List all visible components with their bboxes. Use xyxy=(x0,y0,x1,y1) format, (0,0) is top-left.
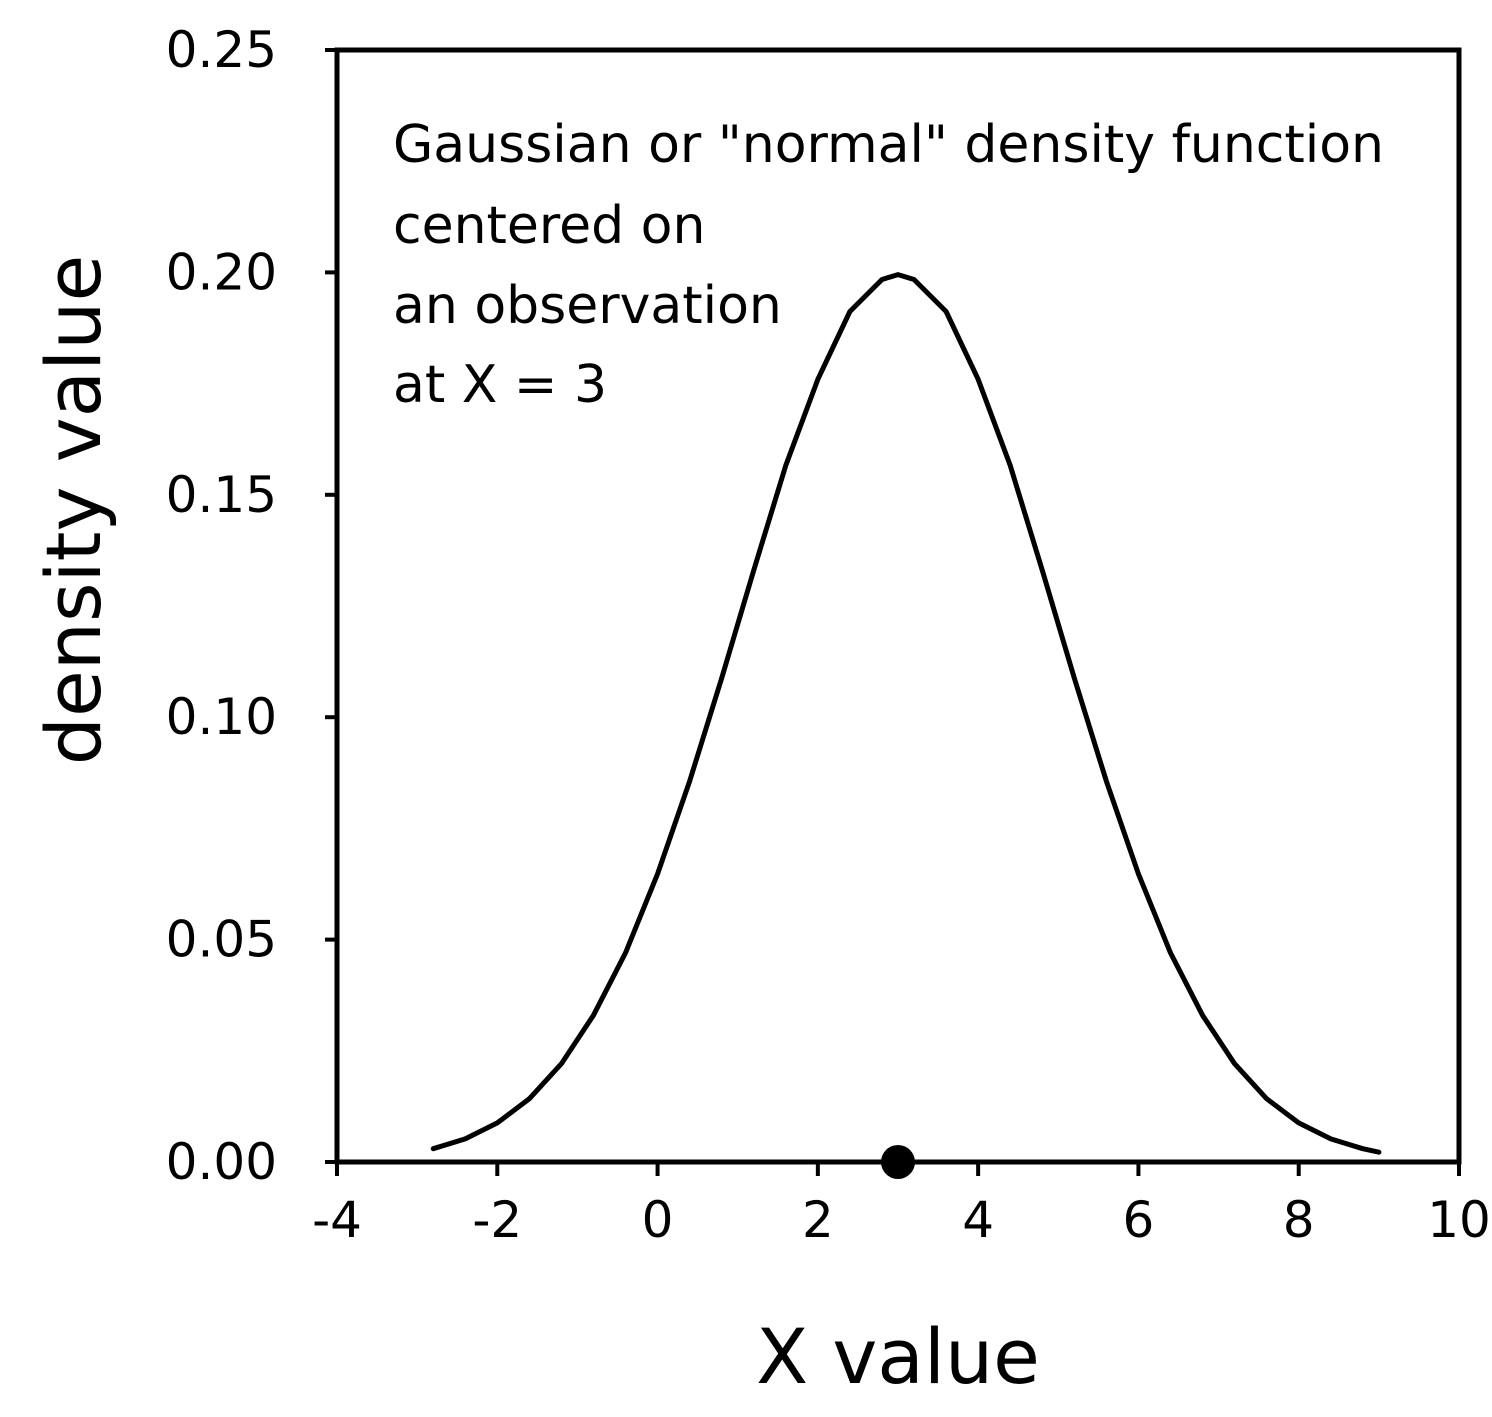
observation-point xyxy=(881,1145,915,1179)
x-axis-ticks: -4 -2 0 2 4 6 8 10 xyxy=(312,1162,1491,1249)
annotation-line-3: an observation xyxy=(393,276,782,336)
x-tick-label: 8 xyxy=(1283,1191,1315,1249)
x-tick-label: 0 xyxy=(642,1191,674,1249)
series-layer xyxy=(430,272,1382,1179)
x-tick-label: 4 xyxy=(962,1191,994,1249)
x-tick-label: -2 xyxy=(472,1191,522,1249)
annotation-line-4: at X = 3 xyxy=(393,355,607,415)
y-axis-label: density value xyxy=(29,255,118,765)
y-tick-label: 0.05 xyxy=(166,911,277,969)
y-axis-ticks: 0.00 0.05 0.10 0.15 0.20 0.25 xyxy=(166,21,337,1191)
y-tick-label: 0.15 xyxy=(166,466,277,524)
y-tick-label: 0.10 xyxy=(166,688,277,746)
density-curve xyxy=(430,272,1382,1155)
x-tick-label: 2 xyxy=(802,1191,834,1249)
y-tick-label: 0.00 xyxy=(166,1133,277,1191)
annotation-line-1: Gaussian or "normal" density function xyxy=(393,115,1384,175)
y-tick-label: 0.20 xyxy=(166,243,277,301)
x-tick-label: 6 xyxy=(1123,1191,1155,1249)
x-axis-label: X value xyxy=(756,1312,1040,1401)
annotation-line-2: centered on xyxy=(393,196,705,256)
y-tick-label: 0.25 xyxy=(166,21,277,79)
x-tick-label: -4 xyxy=(312,1191,362,1249)
x-tick-label: 10 xyxy=(1427,1191,1491,1249)
